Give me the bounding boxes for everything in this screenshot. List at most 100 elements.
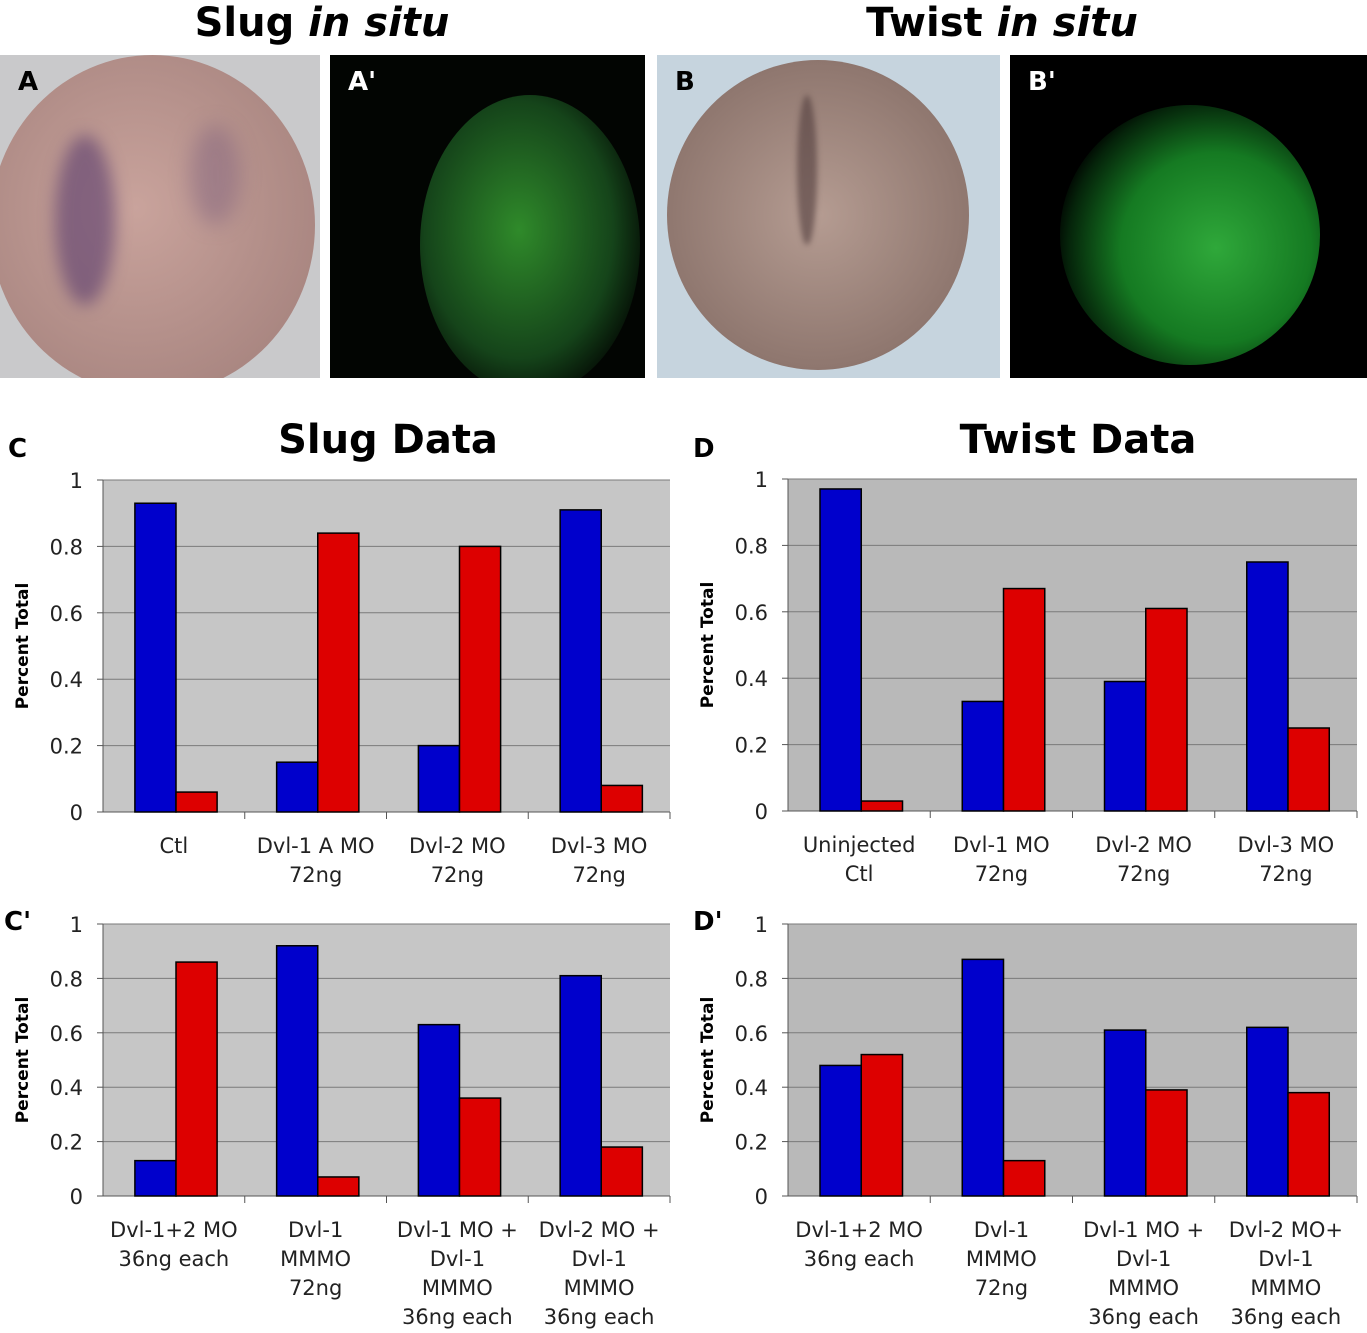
panel-label: B' [1028, 67, 1056, 97]
x-category-label-line: Dvl-1 [974, 1218, 1029, 1242]
x-category-label-line: Dvl-2 MO+ [1229, 1218, 1343, 1242]
bar-red [860, 1053, 904, 1197]
x-category-label-line: Dvl-1+2 MO [795, 1218, 923, 1242]
y-tick-label: 0 [70, 801, 83, 825]
x-category-label-line: Dvl-1 [1116, 1247, 1171, 1271]
panel-label: D' [693, 907, 723, 937]
y-axis-label: Percent Total [698, 997, 718, 1124]
bar-blue [417, 1023, 461, 1197]
bar-blue [1246, 1026, 1289, 1197]
y-tick-label: 0.6 [735, 601, 768, 625]
y-tick-label: 0 [755, 800, 768, 824]
y-axis-label: Percent Total [13, 997, 33, 1124]
y-tick-label: 0.8 [50, 535, 83, 559]
y-tick-label: 1 [70, 913, 83, 937]
bar-blue [1246, 561, 1289, 812]
x-category-label-line: Dvl-1 A MO [257, 834, 375, 858]
bar-red [1002, 1159, 1046, 1197]
x-category-label: Dvl-1 MO 72ng [953, 833, 1050, 886]
x-category-label: Ctl [160, 834, 189, 858]
x-category-label: Dvl-2 MO 72ng [409, 834, 506, 887]
x-category-label: Dvl-3 MO 72ng [551, 834, 648, 887]
x-category-label-line: 36ng each [804, 1247, 915, 1271]
x-category-label-line: MMMO [1108, 1276, 1179, 1300]
x-category-label: Dvl-1 MO + Dvl-1 MMMO 36ng each [397, 1218, 518, 1329]
bar-blue [961, 700, 1005, 812]
x-category-label-line: Dvl-2 MO + [539, 1218, 660, 1242]
x-category-label-line: MMMO [422, 1276, 493, 1300]
bar-blue [819, 1064, 863, 1197]
y-tick-label: 0.2 [735, 734, 768, 758]
panel-label: A' [348, 67, 377, 97]
x-category-label-line: 36ng each [402, 1305, 513, 1329]
y-tick-label: 0 [70, 1185, 83, 1209]
x-category-label-line: Dvl-1 [430, 1247, 485, 1271]
x-category-label: Dvl-1+2 MO 36ng each [110, 1218, 238, 1271]
x-category-label-line: Dvl-1 [288, 1218, 343, 1242]
x-category-label-line: Dvl-2 MO [1095, 833, 1192, 857]
y-tick-label: 0.4 [50, 1076, 83, 1100]
x-category-label-line: Dvl-1 MO + [1083, 1218, 1204, 1242]
x-category-label-line: Dvl-3 MO [1238, 833, 1335, 857]
photo-b-twist-embryo: B [657, 55, 1000, 378]
bar-red [1145, 1089, 1188, 1197]
photo-b-prime-fluorescence: B' [1010, 55, 1367, 378]
x-category-label-line: 72ng [572, 863, 625, 887]
y-tick-label: 0.2 [735, 1131, 768, 1155]
x-category-label-line: 72ng [289, 863, 342, 887]
x-category-label-line: MMMO [564, 1276, 635, 1300]
y-tick-label: 0.2 [50, 735, 83, 759]
y-tick-label: 1 [755, 913, 768, 937]
y-tick-label: 0.8 [735, 534, 768, 558]
bar-blue [1103, 680, 1147, 812]
bar-blue [559, 974, 603, 1197]
bar-blue [417, 744, 461, 813]
panel-label: D [693, 434, 715, 464]
chart-title: Twist Data [960, 417, 1197, 463]
bar-red [175, 961, 218, 1197]
bar-blue [961, 958, 1005, 1197]
bar-red [317, 532, 360, 813]
y-tick-label: 0.4 [50, 668, 83, 692]
y-tick-label: 0.6 [735, 1022, 768, 1046]
bar-red [1287, 1091, 1331, 1197]
x-category-label-line: 36ng each [1231, 1305, 1342, 1329]
bar-blue [275, 761, 319, 813]
panel-label: A [18, 67, 39, 97]
x-category-label-line: 36ng each [544, 1305, 655, 1329]
x-category-label: Dvl-2 MO + Dvl-1 MMMO 36ng each [539, 1218, 660, 1329]
bar-blue [275, 945, 319, 1197]
y-tick-label: 0.8 [735, 967, 768, 991]
bar-blue [134, 502, 177, 813]
y-tick-label: 1 [70, 469, 83, 493]
y-tick-label: 0.8 [50, 967, 83, 991]
y-axis-label: Percent Total [698, 582, 718, 709]
x-category-label: Dvl-1 MMMO 72ng [280, 1218, 351, 1300]
x-category-label: Dvl-1 A MO 72ng [257, 834, 375, 887]
x-category-label-line: 36ng each [119, 1247, 230, 1271]
x-category-label-line: Dvl-1 [571, 1247, 626, 1271]
bar-red [458, 1097, 502, 1197]
y-axis-label: Percent Total [13, 583, 33, 710]
x-category-label: Dvl-2 MO+ Dvl-1 MMMO 36ng each [1229, 1218, 1343, 1329]
x-category-label-line: Uninjected [803, 833, 916, 857]
x-category-label: Dvl-1+2 MO 36ng each [795, 1218, 923, 1271]
x-category-label-line: Dvl-1 MO [953, 833, 1050, 857]
x-category-label: Dvl-3 MO 72ng [1238, 833, 1335, 886]
photo-a-prime-fluorescence: A' [330, 55, 645, 378]
x-category-label-line: 72ng [1259, 862, 1312, 886]
x-category-label-line: Dvl-3 MO [551, 834, 648, 858]
y-tick-label: 0.6 [50, 602, 83, 626]
bar-red [317, 1176, 360, 1197]
x-category-label: Uninjected Ctl [803, 833, 916, 886]
twist-in-situ-heading: Twist in situ [866, 0, 1138, 46]
chart-title: Slug Data [278, 417, 498, 463]
x-category-label-line: 72ng [431, 863, 484, 887]
x-category-label-line: 72ng [975, 862, 1028, 886]
panel-label: C [8, 434, 27, 464]
slug-in-situ-heading: Slug in situ [194, 0, 450, 46]
bar-red [600, 784, 644, 813]
y-tick-label: 0.4 [735, 667, 768, 691]
bar-blue [1103, 1029, 1147, 1197]
x-category-label-line: MMMO [280, 1247, 351, 1271]
